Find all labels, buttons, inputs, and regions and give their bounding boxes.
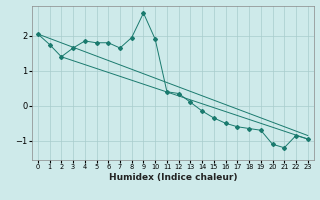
X-axis label: Humidex (Indice chaleur): Humidex (Indice chaleur): [108, 173, 237, 182]
